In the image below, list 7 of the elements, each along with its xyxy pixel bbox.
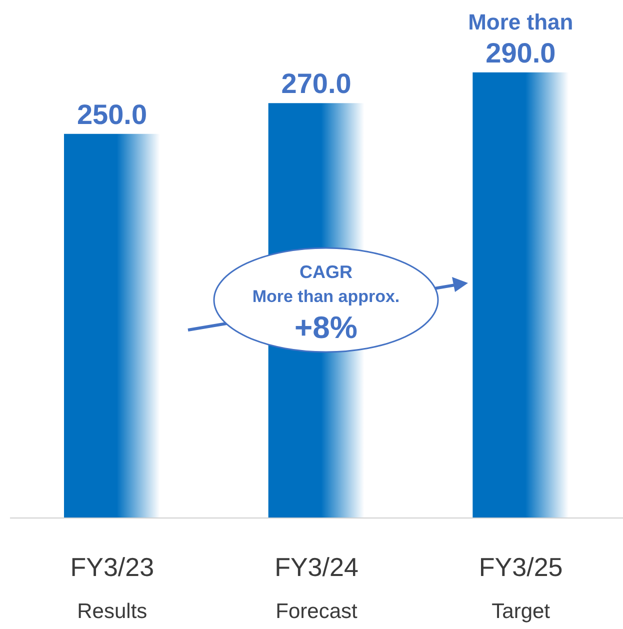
x-tick-label: FY3/25 Target <box>478 552 563 623</box>
data-label: More than 290.0 <box>468 9 574 68</box>
data-label: 250.0 <box>76 98 148 130</box>
data-label: 270.0 <box>281 68 352 100</box>
x-tick-label: FY3/24 Forecast <box>274 552 358 623</box>
annotation: CAGR More than approx. +8% <box>252 262 400 345</box>
x-tick-label: FY3/23 Results <box>70 552 154 623</box>
